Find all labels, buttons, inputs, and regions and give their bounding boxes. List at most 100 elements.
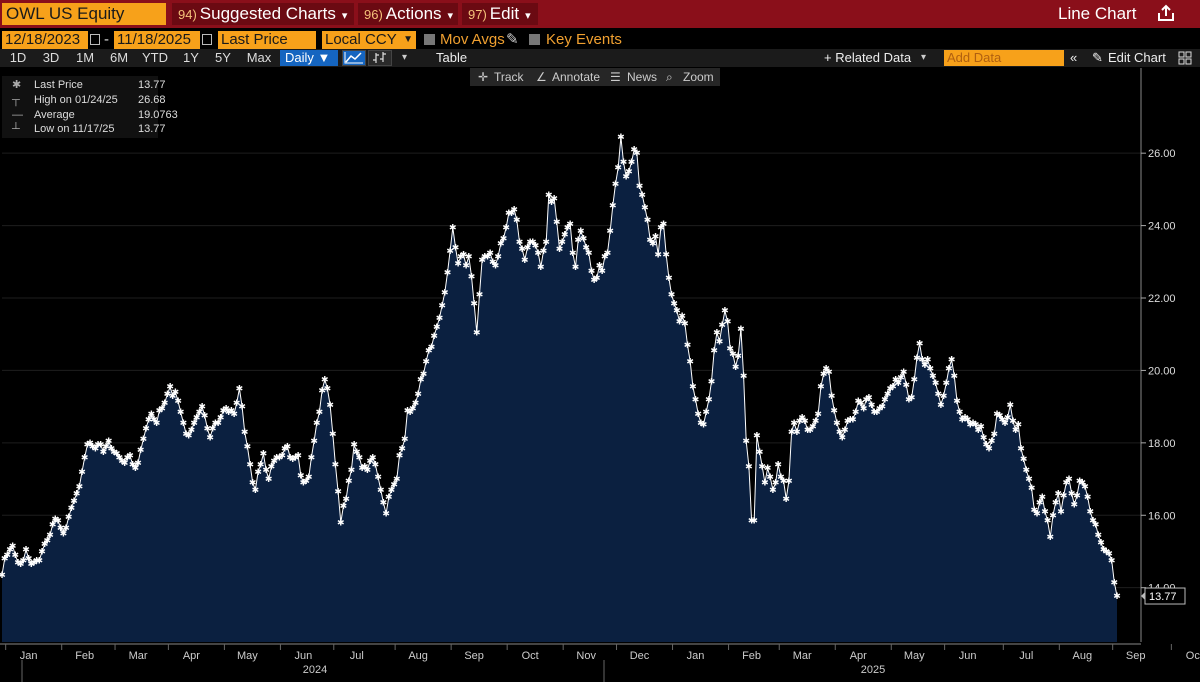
track-button[interactable]: Track — [494, 70, 524, 84]
data-point: ✱ — [625, 167, 633, 177]
data-point: ✱ — [510, 205, 518, 215]
data-point: ✱ — [44, 537, 52, 547]
x-tick-label: Jul — [350, 650, 364, 662]
data-point: ✱ — [606, 227, 614, 237]
data-point: ✱ — [142, 424, 150, 434]
mov-avgs-label[interactable]: Mov Avgs — [440, 31, 505, 48]
data-point: ✱ — [764, 464, 772, 474]
data-point: ✱ — [36, 557, 44, 567]
period-max[interactable]: Max — [246, 50, 272, 65]
chart-type-label: Line Chart — [1058, 4, 1137, 23]
data-point: ✱ — [486, 249, 494, 259]
zoom-button[interactable]: Zoom — [683, 70, 714, 84]
news-icon[interactable]: ☰ — [610, 70, 621, 84]
data-point: ✱ — [494, 252, 502, 262]
suggested-charts-button[interactable]: 94) Suggested Charts ▾ — [172, 3, 354, 25]
chevron-down-icon[interactable]: ▾ — [402, 52, 408, 63]
line-chart-icon[interactable] — [342, 50, 366, 66]
data-point: ✱ — [1020, 455, 1028, 465]
y-tick-label: 18.00 — [1148, 438, 1176, 450]
data-point: ✱ — [804, 426, 812, 436]
data-point: ✱ — [641, 204, 649, 214]
data-point: ✱ — [873, 408, 881, 418]
star-marker-icon: ✱ — [12, 79, 22, 91]
legend-row[interactable]: — Average 19.0763 — [2, 108, 178, 123]
data-point: ✱ — [1017, 444, 1025, 454]
data-point: ✱ — [500, 234, 508, 244]
data-point: ✱ — [884, 390, 892, 400]
pencil-icon[interactable]: ✎ — [506, 31, 519, 48]
related-data-button[interactable]: + Related Data — [824, 50, 912, 65]
data-point: ✱ — [100, 448, 108, 458]
data-point: ✱ — [398, 444, 406, 454]
ticker-input[interactable]: OWL US Equity — [2, 3, 166, 25]
chevron-down-icon[interactable]: ▾ — [921, 52, 927, 63]
end-date-input[interactable]: 11/18/2025 — [114, 31, 200, 49]
bar-chart-icon[interactable] — [368, 50, 392, 66]
data-point: ✱ — [558, 238, 566, 248]
share-icon[interactable] — [1156, 3, 1178, 25]
data-point: ✱ — [702, 408, 710, 418]
data-point: ✱ — [967, 421, 975, 431]
period-6m[interactable]: 6M — [109, 50, 129, 65]
data-point: ✱ — [943, 379, 951, 389]
period-1m[interactable]: 1M — [75, 50, 95, 65]
period-1y[interactable]: 1Y — [183, 50, 199, 65]
data-point: ✱ — [454, 260, 462, 270]
data-point: ✱ — [532, 242, 540, 252]
news-button[interactable]: News — [627, 70, 658, 84]
data-point: ✱ — [345, 477, 353, 487]
key-events-checkbox[interactable] — [529, 34, 540, 45]
data-point: ✱ — [497, 240, 505, 250]
data-point: ✱ — [126, 452, 134, 462]
annotate-icon[interactable]: ∠ — [536, 70, 547, 84]
key-events-label[interactable]: Key Events — [546, 31, 622, 48]
data-point: ✱ — [556, 245, 564, 255]
actions-button[interactable]: 96) Actions ▾ — [358, 3, 458, 25]
data-point: ✱ — [1001, 419, 1009, 429]
add-data-input[interactable]: Add Data — [944, 50, 1064, 66]
zoom-icon[interactable]: ⌕ — [666, 70, 673, 84]
data-point: ✱ — [868, 401, 876, 411]
currency-select[interactable]: Local CCY ▼ — [322, 31, 416, 49]
period-1d[interactable]: 1D — [9, 50, 27, 65]
data-point: ✱ — [553, 218, 561, 228]
legend-row[interactable]: ┬ High on 01/24/25 26.68 — [2, 93, 166, 108]
data-point: ✱ — [700, 421, 708, 431]
pencil-icon[interactable]: ✎ — [1092, 50, 1103, 65]
legend-row[interactable]: ✱ Last Price 13.77 — [2, 78, 166, 93]
calendar-icon[interactable] — [90, 34, 100, 45]
table-button[interactable]: Table — [436, 50, 468, 65]
edit-chart-button[interactable]: Edit Chart — [1108, 50, 1166, 65]
frequency-select[interactable]: Daily ▼ — [280, 50, 338, 66]
data-point: ✱ — [937, 401, 945, 411]
data-point: ✱ — [492, 261, 500, 271]
annotate-button[interactable]: Annotate — [552, 70, 601, 84]
period-3d[interactable]: 3D — [42, 50, 60, 65]
data-point: ✱ — [118, 457, 126, 467]
data-point: ✱ — [1007, 401, 1015, 411]
grid-icon[interactable] — [1178, 49, 1192, 67]
start-date-input[interactable]: 12/18/2023 — [2, 31, 88, 49]
period-5y[interactable]: 5Y — [215, 50, 231, 65]
period-ytd[interactable]: YTD — [142, 50, 168, 65]
data-point: ✱ — [686, 357, 694, 367]
collapse-icon[interactable]: « — [1070, 50, 1078, 65]
field-select[interactable]: Last Price — [218, 31, 316, 49]
legend-row[interactable]: ┴ Low on 11/17/25 13.77 — [2, 122, 166, 137]
mov-avgs-checkbox[interactable] — [424, 34, 435, 45]
data-point: ✱ — [214, 419, 222, 429]
data-point: ✱ — [294, 452, 302, 462]
suggested-num: 94) — [178, 7, 197, 22]
crosshair-icon[interactable]: ✛ — [478, 70, 489, 84]
data-point: ✱ — [1004, 414, 1012, 424]
x-tick-label: Mar — [793, 650, 812, 662]
edit-button[interactable]: 97) Edit ▾ — [462, 3, 538, 25]
data-point: ✱ — [478, 256, 486, 266]
data-point: ✱ — [356, 453, 364, 463]
data-point: ✱ — [769, 486, 777, 496]
data-point: ✱ — [670, 299, 678, 309]
data-point: ✱ — [414, 390, 422, 400]
calendar-icon[interactable] — [202, 34, 212, 45]
